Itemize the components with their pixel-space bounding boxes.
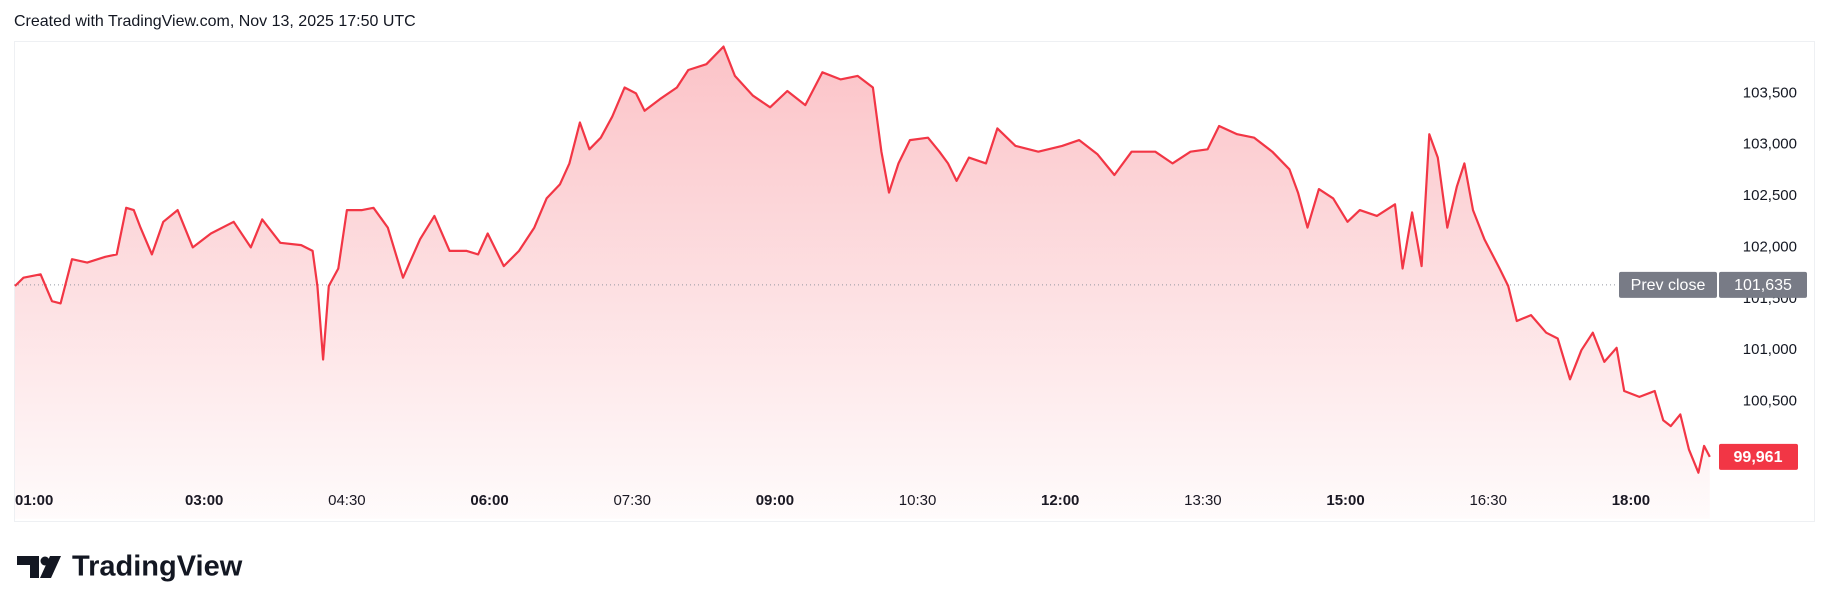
- prev-close-text: Prev close: [1631, 277, 1706, 294]
- logo-text: TradingView: [72, 551, 243, 583]
- y-tick-label: 103,000: [1743, 136, 1797, 153]
- chart-frame: [14, 41, 1815, 522]
- last-price-value: 99,961: [1734, 449, 1783, 466]
- logo-mark: [17, 556, 39, 578]
- y-tick-label: 103,500: [1743, 84, 1797, 101]
- prev-close-value: 101,635: [1734, 277, 1792, 294]
- y-tick-label: 102,000: [1743, 238, 1797, 255]
- price-line: [14, 45, 1711, 474]
- y-tick-label: 102,500: [1743, 187, 1797, 204]
- y-tick-label: 101,000: [1743, 341, 1797, 358]
- logo: TradingView: [17, 551, 243, 583]
- logo-mark: [40, 556, 61, 578]
- prev-close-badge: [1619, 271, 1717, 298]
- y-tick-label: 100,500: [1743, 392, 1797, 409]
- area-fill: [15, 46, 1710, 519]
- last-price-badge: [1719, 443, 1798, 470]
- header-text: Created with TradingView.com, Nov 13, 20…: [14, 13, 416, 30]
- prev-close-value-badge: [1719, 271, 1807, 298]
